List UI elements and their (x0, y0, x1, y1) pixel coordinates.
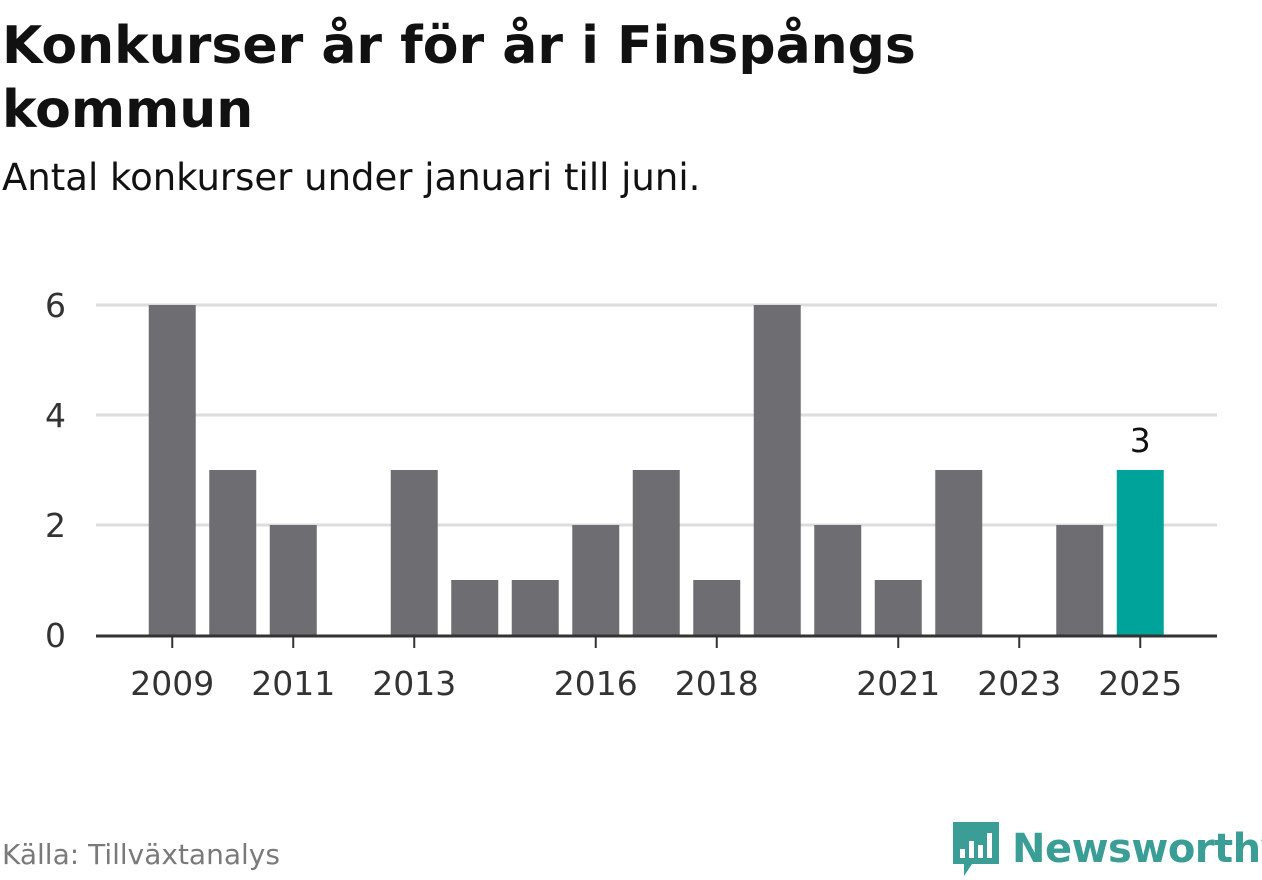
bar-2015 (511, 580, 559, 635)
y-tick-label: 6 (45, 286, 66, 325)
y-tick-label: 0 (45, 616, 66, 655)
bar-2021 (874, 580, 922, 635)
bar-2020 (814, 525, 862, 635)
y-tick-label: 2 (45, 506, 66, 545)
x-tick-label: 2009 (130, 664, 214, 703)
y-axis-ticks: 0 2 4 6 (45, 286, 66, 655)
bar-2013 (390, 470, 438, 635)
newsworthy-logo-text: Newsworthy (1012, 826, 1262, 872)
newsworthy-logo-icon (953, 822, 999, 876)
bar-2025 (1116, 470, 1164, 635)
x-axis-ticks: 2009 2011 2013 2016 2018 2021 2023 2025 (130, 636, 1182, 703)
x-tick-label: 2025 (1098, 664, 1182, 703)
chart-title: Konkurser år för år i Finspångs kommun (2, 16, 916, 140)
bar-2016 (572, 525, 620, 635)
newsworthy-logo: Newsworthy (950, 818, 1262, 880)
y-tick-label: 4 (45, 396, 66, 435)
bars (96, 305, 1217, 638)
x-tick-label: 2016 (554, 664, 638, 703)
chart-subtitle: Antal konkurser under januari till juni. (2, 156, 701, 199)
data-labels: 3 (1130, 421, 1151, 460)
bar-2010 (209, 470, 257, 635)
x-tick-label: 2021 (856, 664, 940, 703)
bar-2024 (1056, 525, 1104, 635)
x-tick-label: 2023 (977, 664, 1061, 703)
bar-2018 (693, 580, 741, 635)
bar-2009 (148, 305, 196, 635)
x-tick-label: 2018 (675, 664, 759, 703)
bar-2017 (632, 470, 680, 635)
bar-2022 (935, 470, 983, 635)
data-label-2025: 3 (1130, 421, 1151, 460)
bar-2011 (269, 525, 317, 635)
bar-2014 (451, 580, 499, 635)
bar-2019 (753, 305, 801, 635)
x-tick-label: 2011 (251, 664, 335, 703)
x-tick-label: 2013 (372, 664, 456, 703)
source-note: Källa: Tillväxtanalys (2, 838, 280, 871)
